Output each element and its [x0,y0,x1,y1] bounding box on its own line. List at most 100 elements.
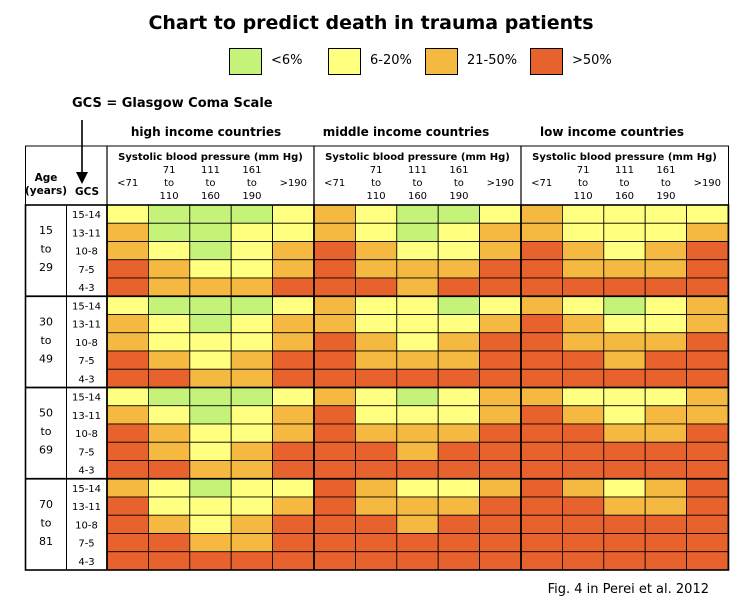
heatmap-cell [272,478,315,498]
heatmap-cell [230,405,273,425]
heatmap-cell [106,387,149,407]
heatmap-cell [106,478,149,498]
heatmap-cell [272,314,315,334]
legend-swatch-6-20 [328,48,361,75]
bp-category-label: 161 [449,165,468,176]
heatmap-cell [354,277,398,297]
heatmap-cell [603,241,646,261]
heatmap-cell [147,441,191,461]
heatmap-cell [106,368,149,388]
heatmap-cell [479,441,522,461]
heatmap-cell [147,332,191,352]
heatmap-cell [106,514,149,534]
heatmap-cell [644,533,688,553]
bp-category-label: to [454,178,464,189]
legend-label-lt6: <6% [271,53,303,68]
heatmap-cell [313,514,356,534]
heatmap-cell [686,295,729,315]
heatmap-cell [354,423,398,443]
heatmap-cell [520,478,563,498]
heatmap-cell [437,332,481,352]
heatmap-cell [520,368,563,388]
heatmap-cell [147,277,191,297]
heatmap-cell [272,204,315,224]
heatmap-cell [106,405,149,425]
heatmap-cell [396,533,439,553]
legend-label-21-50: 21-50% [467,53,518,68]
heatmap-cell [106,241,149,261]
age-group-box [25,478,67,571]
heatmap-cell [686,533,729,553]
heatmap-cell [479,277,522,297]
heatmap-cell [189,405,232,425]
gcs-label: 10-8 [75,429,98,440]
bp-category-label: to [412,178,422,189]
heatmap-cell [230,368,273,388]
heatmap-cell [272,368,315,388]
heatmap-cell [147,204,191,224]
heatmap-cell [520,405,563,425]
bp-category-label: 190 [449,191,468,202]
heatmap-cell [520,332,563,352]
heatmap-cell [437,222,481,242]
heatmap-cell [230,295,273,315]
heatmap-cell [272,423,315,443]
heatmap-cell [479,478,522,498]
heatmap-cell [644,368,688,388]
heatmap-cell [354,405,398,425]
heatmap-cell [354,350,398,370]
heatmap-cell [644,514,688,534]
heatmap-cell [189,441,232,461]
heatmap-cell [437,405,481,425]
gcs-label: 7-5 [78,356,94,367]
gcs-label: 7-5 [78,447,94,458]
heatmap-cell [354,241,398,261]
heatmap-cell [106,332,149,352]
age-group-label: 15 [39,224,53,237]
heatmap-cell [396,241,439,261]
heatmap-cell [230,204,273,224]
gcs-label: 13-11 [72,411,101,422]
bp-category-label: >190 [280,178,307,189]
heatmap-cell [520,314,563,334]
heatmap-cell [313,222,356,242]
heatmap-cell [396,551,439,571]
heatmap-cell [562,368,605,388]
bp-category-label: 190 [242,191,261,202]
heatmap-cell [230,314,273,334]
heatmap-cell [644,496,688,516]
heatmap-cell [644,277,688,297]
bp-category-label: 71 [163,165,176,176]
heatmap-cell [686,314,729,334]
age-group-label: to [40,425,51,438]
heatmap-cell [520,259,563,279]
heatmap-cell [272,533,315,553]
legend-swatch-gt50 [530,48,563,75]
heatmap-cell [479,496,522,516]
bp-category-label: 160 [201,191,220,202]
bp-category-label: to [578,178,588,189]
heatmap-cell [147,460,191,480]
heatmap-cell [686,514,729,534]
gcs-label: 10-8 [75,247,98,258]
heatmap-cell [272,241,315,261]
gcs-label: 4-3 [78,374,94,385]
heatmap-cell [189,551,232,571]
heatmap-cell [230,423,273,443]
heatmap-cell [603,277,646,297]
gcs-label: 10-8 [75,338,98,349]
heatmap-cell [313,441,356,461]
heatmap-cell [396,259,439,279]
age-group-label: 30 [39,315,53,328]
heatmap-cell [686,423,729,443]
heatmap-cell [106,222,149,242]
heatmap-cell [313,259,356,279]
heatmap-cell [272,332,315,352]
heatmap-cell [354,204,398,224]
heatmap-cell [644,405,688,425]
heatmap-cell [147,478,191,498]
age-group-label: 50 [39,407,53,420]
gcs-label: 7-5 [78,539,94,550]
heatmap-cell [396,441,439,461]
heatmap-cell [272,551,315,571]
